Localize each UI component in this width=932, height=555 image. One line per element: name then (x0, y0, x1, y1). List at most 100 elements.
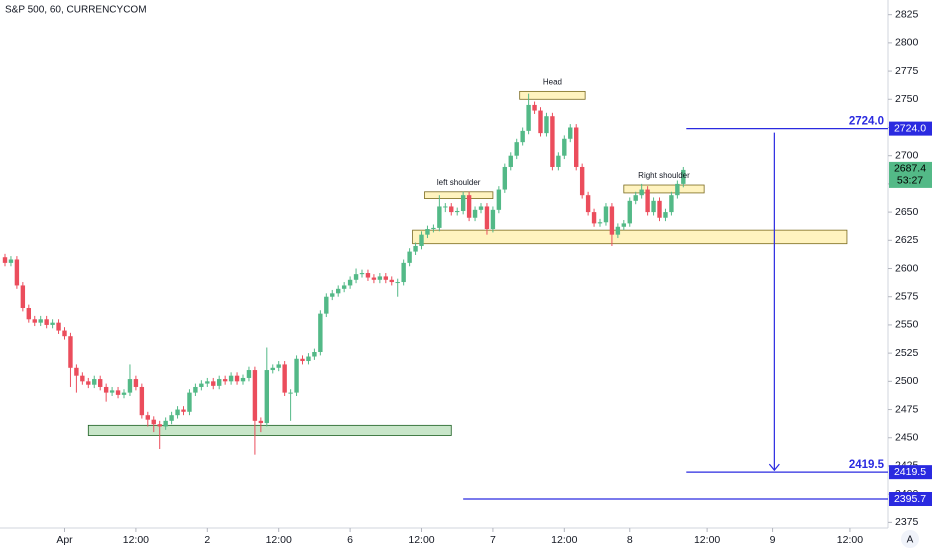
candle-body (318, 313, 323, 352)
candle-body (449, 206, 454, 213)
level-badge-label: 2724.0 (894, 122, 926, 134)
candle-body (324, 296, 329, 314)
last-price-badge (889, 161, 932, 188)
candle-body (585, 195, 591, 213)
chart-title: S&P 500, 60, CURRENCYCOM (5, 5, 147, 16)
candle-body (312, 352, 317, 357)
candle-body (276, 364, 281, 368)
candle-body (597, 222, 603, 224)
y-tick-label: 2450 (895, 432, 919, 444)
candle-body (26, 308, 31, 320)
candle-body (240, 377, 246, 382)
target-arrowhead (768, 463, 780, 472)
candle-body (175, 409, 180, 416)
candle-body (478, 206, 484, 210)
candle-body (341, 285, 347, 289)
y-tick-label: 2775 (895, 65, 919, 77)
candle-body (288, 392, 293, 394)
candle-body (353, 274, 359, 280)
candle-body (157, 424, 162, 427)
last-price-label: 2687.4 (894, 163, 926, 175)
candle-body (115, 390, 121, 395)
candle-body (401, 262, 406, 283)
x-tick-label: 9 (770, 534, 776, 546)
candle-body (484, 206, 490, 230)
candle-body (609, 206, 615, 235)
x-tick-label: 12:00 (551, 534, 577, 546)
candle-body (139, 386, 145, 416)
candle-body (80, 375, 85, 382)
candle-body (211, 381, 216, 386)
candle-body (44, 319, 49, 325)
candle-body (258, 420, 264, 424)
candle-body (657, 200, 662, 218)
candle-body (538, 110, 543, 134)
candle-body (163, 420, 168, 427)
candle-body (472, 209, 478, 218)
y-tick-label: 2825 (895, 8, 919, 20)
zone (623, 184, 705, 194)
candle-body (579, 166, 585, 196)
candle-body (645, 189, 650, 213)
candle-body (8, 259, 14, 263)
candle-body (92, 379, 97, 385)
zone-label: left shoulder (437, 178, 481, 187)
candle-body (74, 367, 79, 376)
candle-body (145, 415, 151, 420)
y-tick-label: 2525 (895, 347, 919, 359)
candle-body (199, 383, 204, 387)
candle-body (246, 370, 252, 378)
auto-scale-label[interactable]: A (907, 535, 914, 546)
candle-body (187, 392, 192, 412)
candle-body (14, 259, 20, 286)
candle-body (205, 381, 210, 384)
candle-body (300, 358, 305, 362)
candle-body (413, 245, 418, 252)
plot-area (2, 90, 888, 500)
level-badge (889, 121, 932, 136)
candle-body (151, 419, 156, 425)
candle-body (252, 370, 258, 421)
x-tick-label: 12:00 (266, 534, 292, 546)
y-tick-label: 2375 (895, 516, 919, 528)
x-tick-label: Apr (56, 534, 73, 546)
candle-body (502, 166, 508, 190)
candle-body (574, 127, 579, 167)
candle-body (264, 370, 270, 424)
candle-body (109, 390, 115, 393)
candle-body (669, 195, 674, 213)
candle-body (514, 142, 519, 156)
candle-body (222, 379, 228, 382)
candle-body (651, 200, 656, 213)
candle-body (490, 209, 496, 230)
candle-body (121, 392, 127, 395)
candle-body (234, 375, 240, 382)
candle-body (550, 116, 555, 167)
zone (412, 229, 848, 245)
zone-label: Right shoulder (638, 171, 690, 180)
level-label: 2724.0 (849, 116, 884, 128)
level-label: 2419.5 (849, 459, 885, 471)
candle-body (532, 104, 537, 111)
candle-body (365, 273, 371, 278)
candle-body (2, 257, 8, 263)
candle-body (56, 322, 61, 331)
y-tick-label: 2600 (895, 262, 919, 274)
candle-body (460, 195, 466, 211)
candle-body (38, 319, 43, 323)
candle-body (193, 386, 198, 393)
auto-scale-button[interactable] (901, 530, 919, 548)
x-tick-label: 12:00 (408, 534, 434, 546)
countdown-label: 53:27 (897, 175, 923, 187)
candle-body (20, 285, 26, 308)
y-tick-label: 2800 (895, 37, 919, 49)
y-tick-label: 2550 (895, 319, 919, 331)
y-tick-label: 2475 (895, 403, 919, 415)
candle-body (633, 195, 638, 201)
y-tick-label: 2750 (895, 93, 919, 105)
y-tick-label: 2575 (895, 290, 919, 302)
candle-body (526, 104, 531, 131)
candle-body (520, 130, 525, 143)
candle-body (377, 276, 383, 280)
